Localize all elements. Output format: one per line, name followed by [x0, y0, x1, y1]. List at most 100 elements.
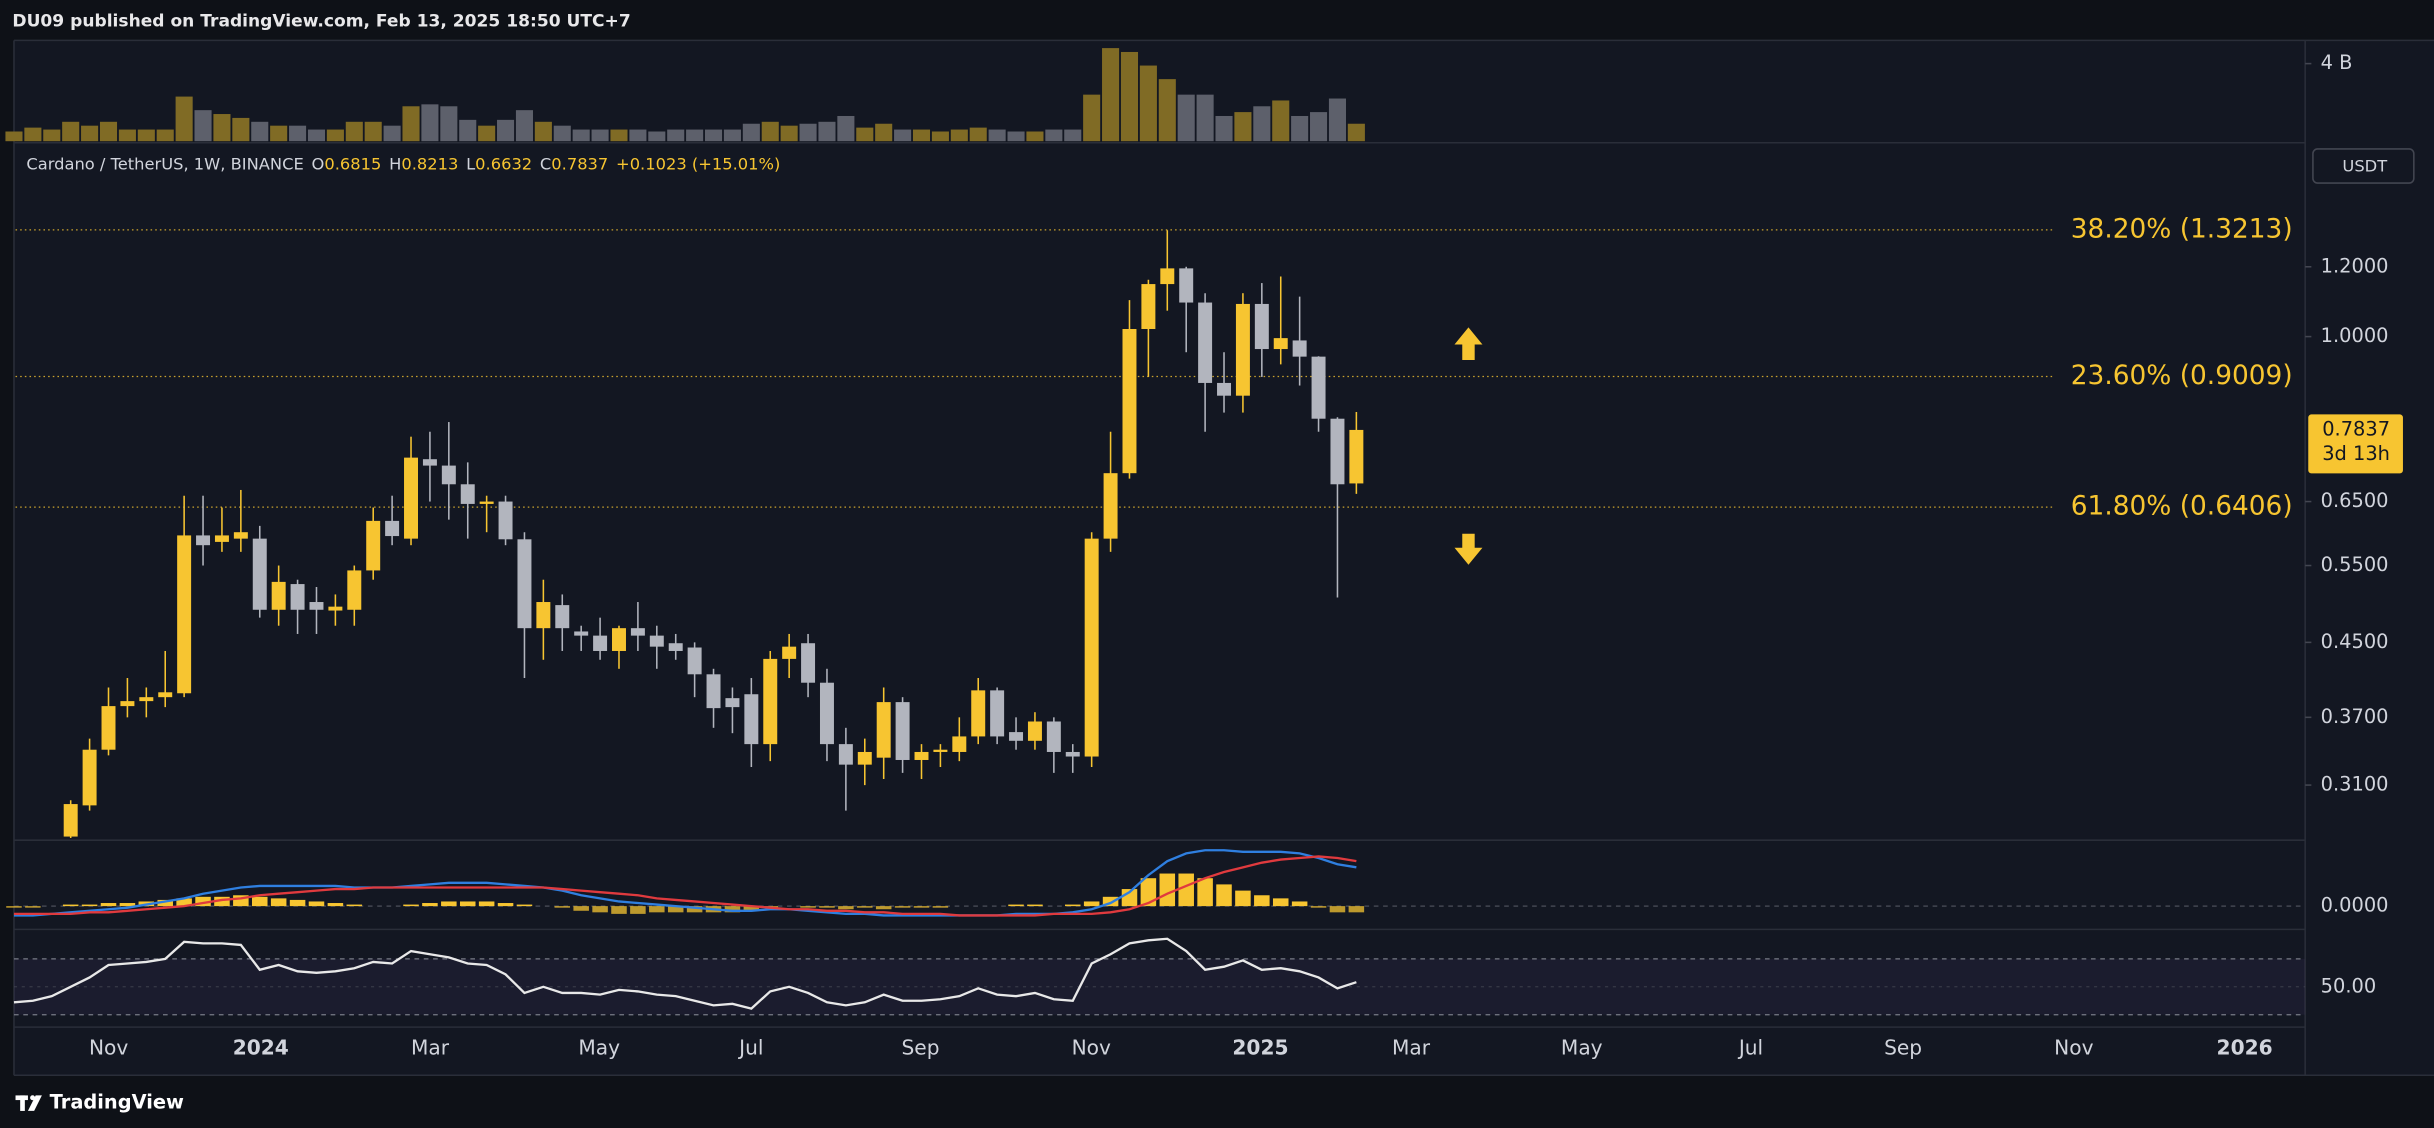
volume-bar — [326, 129, 344, 142]
volume-bar — [723, 129, 741, 142]
macd-histogram-bar — [1102, 896, 1119, 907]
volume-bar — [837, 115, 855, 142]
y-tick-label: 0.4500 — [2321, 630, 2389, 653]
candle-body — [1330, 418, 1345, 485]
candle-body — [668, 643, 683, 651]
volume-bar — [894, 129, 912, 142]
macd-histogram-bar — [403, 904, 419, 907]
macd-histogram-bar — [819, 906, 835, 908]
legend-label: O — [312, 154, 325, 173]
macd-histogram-bar — [800, 906, 816, 908]
macd-histogram-bar — [251, 896, 268, 907]
macd-histogram-bar — [573, 906, 589, 911]
candle-body — [498, 501, 513, 540]
legend-value: 0.8213 — [401, 154, 458, 173]
candle-body — [1084, 538, 1099, 757]
macd-histogram-bar — [270, 898, 287, 907]
volume-bar — [289, 125, 307, 142]
candle-body — [536, 602, 551, 629]
candle-body — [1046, 721, 1061, 752]
candle-body — [1141, 284, 1156, 330]
candle-body — [1160, 268, 1175, 285]
candle-body — [1179, 268, 1194, 303]
macd-histogram-bar — [6, 906, 22, 908]
volume-bar — [24, 127, 42, 142]
x-tick-label: Mar — [1392, 1035, 1431, 1059]
volume-bar — [270, 125, 288, 142]
x-tick-label: Jul — [1737, 1035, 1763, 1059]
macd-histogram-bar — [630, 906, 646, 914]
volume-bar — [421, 104, 439, 142]
macd-histogram-bar — [1272, 898, 1289, 907]
macd-histogram-bar — [62, 904, 79, 907]
y-tick-label: 0.6500 — [2321, 489, 2389, 512]
volume-bar — [118, 129, 136, 142]
candle-body — [366, 520, 381, 571]
volume-bar — [402, 106, 420, 142]
macd-histogram-bar — [932, 906, 949, 908]
x-tick-label: 2024 — [233, 1035, 289, 1059]
candle-body — [252, 538, 267, 610]
candle-body — [744, 694, 759, 745]
x-tick-label: 2025 — [1232, 1035, 1288, 1059]
candle-body — [1273, 338, 1288, 350]
volume-bar — [1064, 129, 1082, 142]
macd-histogram-bar — [497, 903, 514, 907]
macd-histogram-bar — [894, 906, 911, 908]
volume-bar — [1120, 51, 1139, 142]
macd-histogram-bar — [1197, 878, 1213, 907]
publisher-note: DU09 published on TradingView.com, Feb 1… — [12, 12, 630, 32]
candle-body — [1311, 356, 1326, 419]
volume-bar — [383, 125, 401, 142]
candle-body — [706, 674, 721, 709]
volume-bar — [667, 129, 685, 142]
volume-bar — [988, 129, 1006, 142]
candle-body — [555, 605, 570, 629]
macd-histogram-bar — [913, 906, 930, 908]
candle-body — [1103, 473, 1118, 539]
macd-histogram-bar — [875, 906, 892, 910]
candle-body — [158, 692, 173, 698]
x-tick-label: May — [578, 1035, 620, 1059]
candle-body — [895, 702, 910, 760]
brand-logo — [15, 1095, 42, 1111]
brand: TradingView — [50, 1091, 184, 1114]
arrow-down — [1454, 533, 1483, 565]
volume-bar — [1045, 129, 1063, 142]
candle-body — [1009, 732, 1024, 741]
candle-body — [460, 484, 475, 504]
macd-histogram-bar — [176, 898, 192, 907]
candle-body — [763, 658, 778, 745]
volume-bar — [175, 96, 193, 142]
currency[interactable]: USDT — [2342, 156, 2387, 175]
x-tick-label: Nov — [2054, 1035, 2093, 1059]
candle-body — [404, 457, 419, 539]
volume-bar — [818, 121, 836, 142]
legend-value: 0.6815 — [324, 154, 381, 173]
volume-bar — [780, 125, 798, 142]
macd-signal-line — [13, 855, 1357, 917]
macd-histogram-bar — [554, 906, 571, 908]
volume-bar — [875, 123, 893, 142]
volume-bar — [1083, 94, 1101, 142]
candle-body — [101, 706, 116, 750]
volume-bar — [534, 121, 552, 142]
volume-bar — [591, 129, 609, 142]
volume-bar — [799, 123, 817, 142]
macd-histogram-bar — [1254, 895, 1270, 907]
volume-bar — [43, 129, 61, 142]
volume-bar — [232, 117, 250, 142]
rsi-line — [13, 937, 1357, 1010]
macd-histogram-bar — [649, 906, 665, 913]
volume-bar — [610, 129, 628, 142]
macd-histogram-bar — [195, 896, 211, 907]
macd-histogram-bar — [611, 906, 627, 914]
candle-body — [290, 584, 305, 610]
macd-histogram-bar — [743, 906, 760, 911]
candle-body — [857, 751, 872, 765]
volume-bar — [62, 121, 80, 142]
macd-histogram-bar — [308, 901, 325, 907]
currency-box[interactable] — [2312, 148, 2415, 184]
candle-body — [1254, 303, 1269, 350]
